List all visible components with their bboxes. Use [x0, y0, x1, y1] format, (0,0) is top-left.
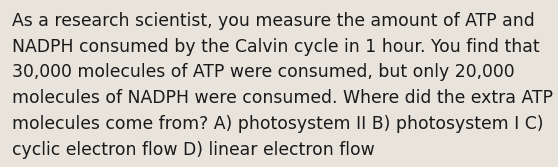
Text: cyclic electron flow D) linear electron flow: cyclic electron flow D) linear electron …: [12, 141, 375, 159]
Text: NADPH consumed by the Calvin cycle in 1 hour. You find that: NADPH consumed by the Calvin cycle in 1 …: [12, 38, 540, 56]
Text: molecules of NADPH were consumed. Where did the extra ATP: molecules of NADPH were consumed. Where …: [12, 89, 554, 107]
Text: As a research scientist, you measure the amount of ATP and: As a research scientist, you measure the…: [12, 12, 535, 30]
Text: 30,000 molecules of ATP were consumed, but only 20,000: 30,000 molecules of ATP were consumed, b…: [12, 63, 515, 81]
Text: molecules come from? A) photosystem II B) photosystem I C): molecules come from? A) photosystem II B…: [12, 115, 544, 133]
